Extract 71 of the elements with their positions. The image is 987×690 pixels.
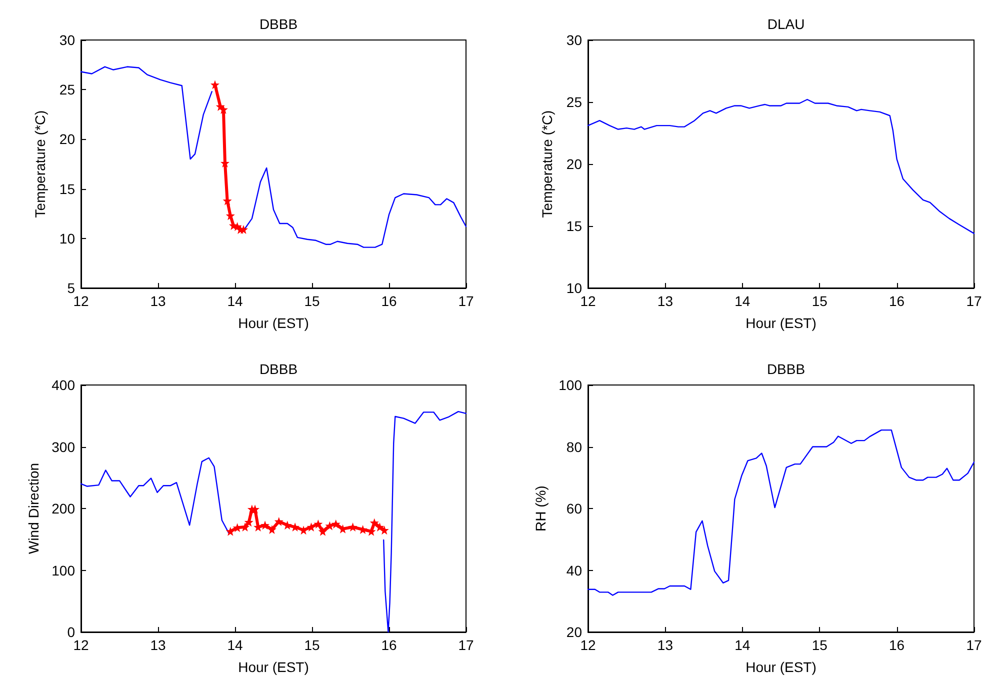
x-tick-label: 13 bbox=[150, 637, 166, 653]
x-tick-label: 14 bbox=[734, 293, 750, 309]
y-tick-label: 20 bbox=[566, 624, 582, 640]
x-tick-label: 13 bbox=[657, 293, 674, 309]
y-tick-label: 25 bbox=[566, 94, 582, 110]
y-axis-title: Wind Direction bbox=[26, 462, 42, 554]
y-tick-label: 20 bbox=[566, 156, 582, 172]
y-tick-label: 200 bbox=[52, 500, 76, 516]
y-axis-title: Temperature (*C) bbox=[539, 110, 555, 218]
x-tick-label: 13 bbox=[150, 293, 166, 309]
y-tick-label: 5 bbox=[67, 280, 76, 296]
y-tick-label: 10 bbox=[566, 280, 582, 296]
x-tick-label: 16 bbox=[889, 293, 905, 309]
y-tick-label: 300 bbox=[52, 438, 76, 455]
x-tick-label: 15 bbox=[304, 293, 320, 309]
point bbox=[331, 519, 340, 528]
chart-title: DBBB bbox=[766, 361, 806, 377]
x-tick-label: 17 bbox=[458, 293, 474, 309]
x-tick-label: 13 bbox=[657, 637, 674, 653]
x-axis-title: Hour (EST) bbox=[238, 315, 309, 331]
y-tick-label: 400 bbox=[52, 377, 76, 393]
point bbox=[370, 518, 379, 528]
y-tick-label: 30 bbox=[566, 32, 582, 48]
x-tick-label: 17 bbox=[458, 637, 474, 653]
line-series bbox=[587, 429, 975, 596]
x-tick-label: 16 bbox=[381, 293, 397, 309]
y-tick-label: 40 bbox=[566, 562, 582, 578]
x-tick-label: 12 bbox=[580, 293, 596, 309]
point bbox=[267, 524, 276, 534]
x-tick-label: 12 bbox=[73, 637, 89, 653]
x-tick-label: 14 bbox=[227, 637, 243, 653]
y-tick-label: 15 bbox=[566, 218, 582, 234]
x-tick-label: 17 bbox=[966, 637, 982, 653]
y-tick-label: 100 bbox=[558, 377, 582, 393]
y-axis-title: RH (%) bbox=[532, 486, 549, 532]
x-tick-label: 15 bbox=[812, 637, 828, 653]
x-tick-label: 12 bbox=[580, 637, 596, 653]
x-tick-label: 17 bbox=[966, 293, 982, 309]
point bbox=[260, 520, 270, 530]
y-tick-label: 15 bbox=[59, 180, 76, 197]
y-tick-label: 25 bbox=[59, 82, 76, 98]
point bbox=[375, 522, 384, 532]
x-axis-title: Hour (EST) bbox=[746, 659, 816, 675]
x-tick-label: 14 bbox=[734, 637, 750, 653]
x-tick-label: 16 bbox=[889, 637, 905, 653]
x-tick-label: 12 bbox=[73, 293, 89, 309]
y-axis-title: Temperature (*C) bbox=[32, 110, 48, 218]
point bbox=[348, 522, 358, 532]
point bbox=[210, 80, 220, 90]
point bbox=[226, 526, 235, 536]
point bbox=[274, 516, 284, 526]
y-tick-label: 30 bbox=[59, 32, 76, 48]
chart-title: DBBB bbox=[259, 361, 298, 377]
y-tick-label: 10 bbox=[59, 230, 76, 246]
line-series bbox=[587, 98, 975, 234]
point bbox=[240, 522, 250, 532]
x-tick-label: 15 bbox=[812, 293, 828, 309]
point bbox=[318, 526, 328, 536]
point bbox=[314, 519, 323, 528]
chart-title: DBBB bbox=[259, 16, 298, 32]
x-tick-label: 15 bbox=[304, 637, 320, 653]
chart-title: DLAU bbox=[767, 16, 805, 32]
x-tick-label: 16 bbox=[381, 637, 397, 653]
x-tick-label: 14 bbox=[227, 293, 243, 309]
y-tick-label: 0 bbox=[67, 624, 76, 640]
x-axis-title: Hour (EST) bbox=[238, 659, 309, 675]
y-tick-label: 60 bbox=[566, 500, 582, 516]
y-tick-label: 80 bbox=[566, 438, 582, 455]
y-tick-label: 100 bbox=[52, 562, 76, 578]
y-tick-label: 20 bbox=[59, 131, 76, 148]
x-axis-title: Hour (EST) bbox=[746, 315, 816, 331]
